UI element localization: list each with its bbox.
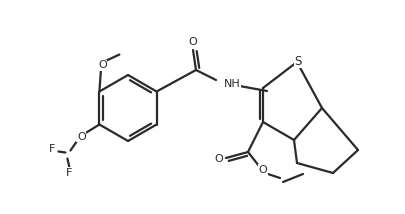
- Text: O: O: [98, 61, 107, 70]
- Text: O: O: [77, 131, 86, 141]
- Text: F: F: [66, 168, 72, 177]
- Text: S: S: [294, 55, 302, 67]
- Text: O: O: [259, 165, 267, 175]
- Text: NH: NH: [224, 79, 241, 89]
- Text: O: O: [215, 154, 224, 164]
- Text: O: O: [189, 37, 197, 47]
- Text: F: F: [49, 144, 55, 155]
